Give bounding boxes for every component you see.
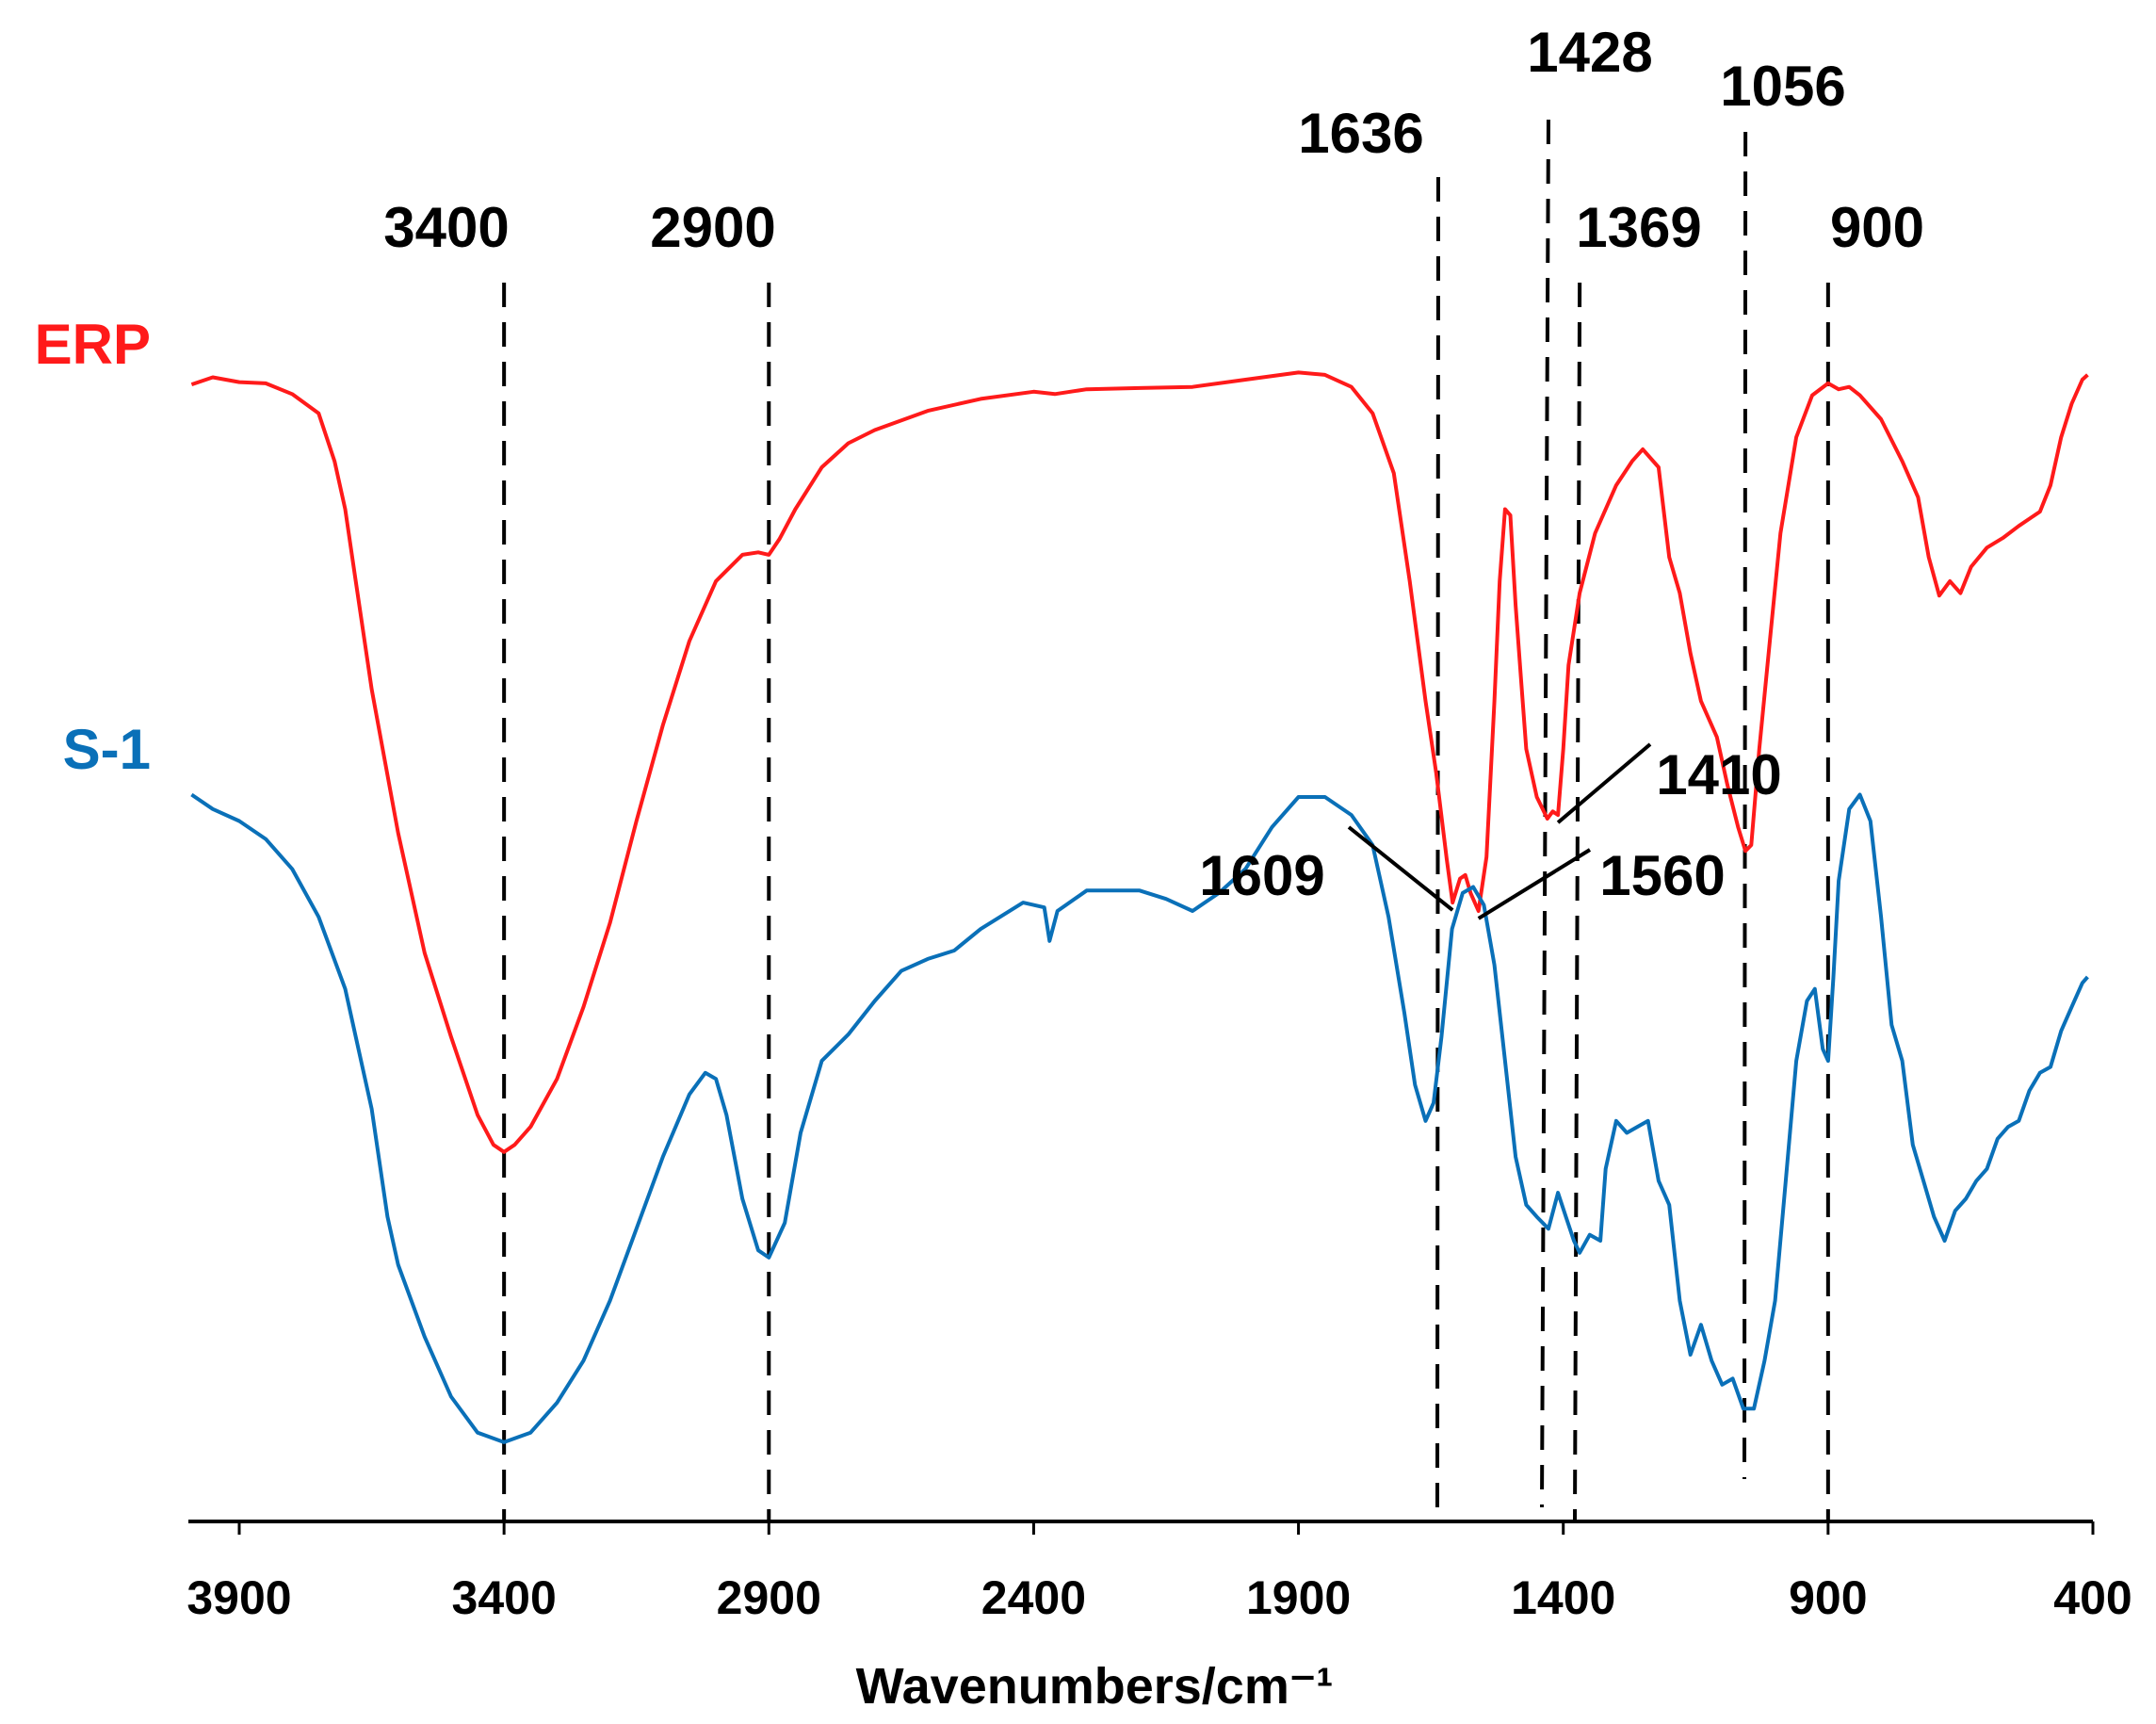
x-tick-label: 2400: [981, 1571, 1086, 1624]
series-labels: ERP S-1: [35, 313, 151, 781]
x-axis: 3900 3400 2900 2400 1900 1400 900 400: [186, 1520, 2132, 1624]
series-line-erp: [190, 370, 2089, 1154]
annotations: 1609 1560 1410: [1199, 742, 1782, 920]
x-tick-label: 1400: [1511, 1571, 1615, 1624]
x-tick-label: 1900: [1246, 1571, 1351, 1624]
peak-label: 2900: [650, 196, 775, 259]
annotation-label: 1410: [1656, 743, 1781, 806]
x-tick-label: 400: [2053, 1571, 2132, 1624]
series-label-s-1: S-1: [63, 718, 151, 781]
peak-label: 900: [1830, 196, 1924, 259]
peak-label: 3400: [383, 196, 509, 259]
x-axis-title: Wavenumbers/cm⁻¹: [856, 1658, 1334, 1715]
annotation-label: 1560: [1599, 844, 1725, 907]
x-tick-label: 3900: [186, 1571, 291, 1624]
series-label-erp: ERP: [35, 313, 151, 376]
annotation-leader: [1556, 742, 1652, 824]
reference-line: [1743, 131, 1748, 1480]
peak-label: 1369: [1576, 196, 1701, 259]
x-tick-label: 900: [1789, 1571, 1867, 1624]
annotation-leader: [1347, 825, 1454, 912]
reference-lines: 3400 2900 1636 1428 1369 1056 900: [383, 21, 1924, 1522]
series-line-s-1: [190, 792, 2089, 1444]
peak-label: 1636: [1298, 102, 1423, 165]
reference-line: [1573, 282, 1582, 1522]
x-tick-label: 3400: [452, 1571, 557, 1624]
peak-label: 1428: [1527, 21, 1652, 84]
annotation-leader: [1477, 848, 1592, 920]
reference-line: [1435, 176, 1441, 1518]
peak-label: 1056: [1720, 55, 1845, 118]
series-layer: [190, 370, 2089, 1444]
x-tick-label: 2900: [717, 1571, 821, 1624]
annotation-label: 1609: [1199, 844, 1324, 907]
